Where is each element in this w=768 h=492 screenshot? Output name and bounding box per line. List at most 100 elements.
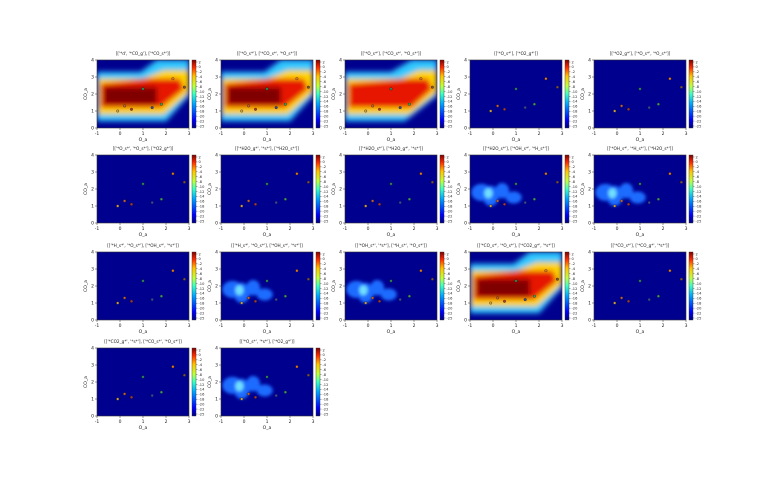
- x-tick-label: 0: [492, 226, 495, 232]
- colorbar-tick-label: -22: [323, 311, 329, 315]
- colorbar-tick-label: -4: [199, 363, 203, 367]
- colorbar-tick-label: -2: [323, 262, 327, 266]
- colorbar-tick-label: 0: [199, 160, 202, 164]
- subplot-7: [['*H2O_g*', '*s*'], ['*H2O_s*']]-1 0 1 2 30…: [207, 146, 329, 238]
- subplot-title: [['*O_s*'], ['*CO_s*', '*O_s*']]: [361, 51, 422, 56]
- colorbar-tick-label: -20: [323, 402, 330, 406]
- data-point: [150, 106, 154, 110]
- colorbar-tick-label: -12: [323, 95, 329, 99]
- x-tick-label: 2: [662, 131, 665, 137]
- data-point: [620, 199, 624, 203]
- colorbar-tick-label: -16: [323, 393, 330, 397]
- subplot-8: [['*H2O_s*'], ['*H2O_g*', '*s*']]-1 0 1 2 30…: [331, 146, 453, 238]
- data-point: [141, 182, 145, 186]
- y-tick-label: 0: [91, 221, 94, 227]
- data-point: [679, 277, 683, 281]
- data-point: [514, 87, 518, 91]
- data-point: [295, 77, 299, 81]
- x-tick-label: -1: [219, 419, 224, 425]
- subplot-4: [['*O_s*'], ['*O2_g*']]-1 0 1 2 301234O_aCO_…: [456, 51, 578, 143]
- y-tick-label: 4: [588, 153, 591, 159]
- data-point: [171, 172, 175, 176]
- colorbar-tick-label: -6: [572, 272, 576, 276]
- subplot-11: [['*H_s*', '*O_s*'], ['*OH_s*', '*s*']] -…: [83, 243, 205, 335]
- data-point: [656, 197, 660, 201]
- colorbar-tick-label: 2: [447, 252, 449, 256]
- colorbar-tick-label: -8: [323, 277, 327, 281]
- data-point: [523, 298, 527, 302]
- colorbar-tick-label: 2: [696, 60, 698, 64]
- colorbar-tick-label: -4: [572, 75, 576, 79]
- colorbar-tick-label: 2: [323, 155, 325, 159]
- y-axis-label: CO_a: [83, 88, 89, 100]
- colorbar-tick-label: 2: [199, 60, 201, 64]
- data-point: [182, 85, 186, 89]
- colorbar-tick-label: -10: [572, 90, 579, 94]
- x-tick-label: -1: [95, 419, 100, 425]
- subplot-title: [['*O_s*'], ['*O2_g*']]: [494, 51, 538, 56]
- x-tick-label: 3: [312, 419, 315, 425]
- colorbar-tick-label: -10: [323, 282, 330, 286]
- data-point: [371, 199, 375, 203]
- x-tick-label: 0: [119, 226, 122, 232]
- colorbar-tick-label: -8: [447, 85, 451, 89]
- data-point: [496, 104, 500, 108]
- colorbar-tick-label: -10: [323, 185, 330, 189]
- colorbar-tick-label: -14: [199, 100, 206, 104]
- x-tick-label: 1: [390, 323, 393, 329]
- y-axis-label: CO_a: [83, 280, 89, 292]
- y-tick-label: 0: [339, 126, 342, 132]
- y-axis-label: CO_a: [207, 88, 213, 100]
- colorbar-tick-label: -25: [199, 316, 205, 320]
- colorbar-tick-label: 0: [696, 257, 699, 261]
- x-tick-label: -1: [468, 323, 473, 329]
- colorbar-tick-label: -20: [447, 209, 454, 213]
- data-point: [489, 109, 493, 113]
- y-tick-label: 0: [91, 414, 94, 420]
- heatmap-background: [470, 60, 562, 128]
- y-tick-label: 1: [588, 109, 591, 115]
- colorbar-tick-label: -10: [199, 282, 206, 286]
- data-point: [638, 87, 642, 91]
- data-point: [247, 104, 251, 108]
- x-tick-label: -1: [343, 226, 348, 232]
- data-point: [503, 202, 506, 206]
- data-point: [514, 279, 518, 283]
- x-tick-label: -1: [343, 131, 348, 137]
- x-tick-label: 0: [243, 226, 246, 232]
- x-tick-label: 1: [142, 131, 145, 137]
- colorbar: [688, 59, 694, 129]
- colorbar-tick-label: -4: [323, 75, 327, 79]
- colorbar-tick-label: -16: [572, 200, 579, 204]
- colorbar-tick-label: 2: [696, 252, 698, 256]
- data-point: [489, 301, 493, 305]
- data-point: [141, 87, 145, 91]
- data-point: [489, 204, 493, 208]
- y-axis-label: CO_a: [331, 280, 337, 292]
- heatmap-region: [97, 60, 189, 122]
- subplot-title: [['*H2O_s*'], ['*OH_s*', '*H_s*']]: [483, 146, 549, 151]
- x-tick-label: 0: [119, 323, 122, 329]
- subplot-title: [['*H_s*', '*O_s*'], ['*OH_s*', '*s*']]: [107, 243, 179, 248]
- colorbar-tick-label: 2: [572, 252, 574, 256]
- data-point: [171, 365, 175, 369]
- colorbar-tick-label: -22: [323, 119, 329, 123]
- colorbar-tick-label: -6: [447, 80, 451, 84]
- colorbar-tick-label: -18: [323, 110, 330, 114]
- data-point: [613, 301, 617, 305]
- y-tick-label: 0: [588, 126, 591, 132]
- subplot-title: [['*O_s*', '*O_s*'], ['*O2_g*']]: [113, 146, 174, 151]
- x-tick-label: 2: [413, 131, 416, 137]
- x-tick-label: -1: [468, 226, 473, 232]
- colorbar-tick-label: -6: [572, 175, 576, 179]
- x-axis-label: O_a: [263, 329, 272, 335]
- colorbar-tick-label: 0: [199, 353, 202, 357]
- x-axis-label: O_a: [263, 137, 272, 143]
- colorbar-tick-label: -2: [447, 262, 451, 266]
- colorbar-tick-label: -8: [696, 277, 700, 281]
- data-point: [627, 107, 630, 111]
- colorbar-tick-label: -16: [199, 297, 206, 301]
- data-point: [141, 279, 145, 283]
- data-point: [254, 202, 257, 206]
- heatmap-background: [345, 155, 437, 223]
